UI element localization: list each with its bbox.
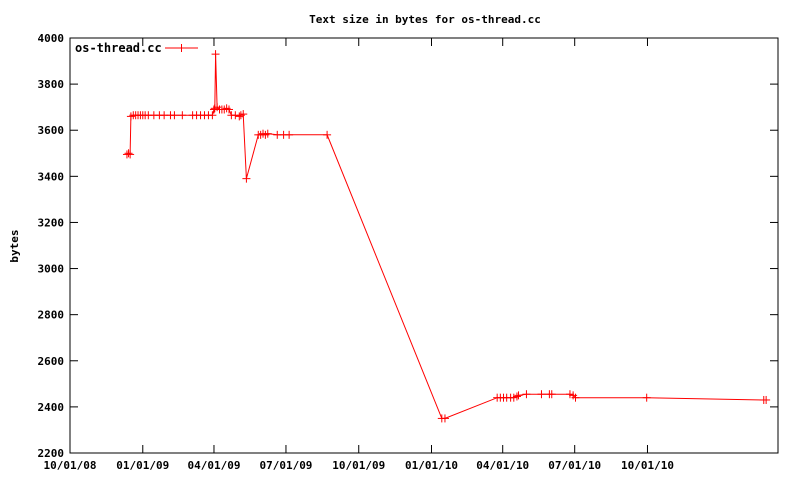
data-point — [178, 111, 187, 120]
data-point — [170, 111, 179, 120]
x-tick-label: 01/01/09 — [116, 459, 169, 472]
x-tick-label: 07/01/09 — [259, 459, 312, 472]
plot-frame — [69, 37, 779, 454]
data-point — [225, 105, 234, 114]
data-point — [512, 392, 521, 401]
y-tick-label: 3200 — [38, 216, 65, 229]
data-point — [547, 390, 556, 399]
y-tick-label: 2200 — [38, 447, 65, 460]
x-tick-label: 07/01/10 — [548, 459, 601, 472]
data-point — [571, 393, 580, 402]
x-tick-label: 10/01/08 — [44, 459, 97, 472]
y-tick-label: 3000 — [38, 263, 65, 276]
data-point — [239, 110, 248, 119]
data-point — [263, 129, 272, 138]
data-point — [208, 111, 217, 120]
data-point — [440, 414, 449, 423]
y-axis-label: bytes — [8, 229, 21, 262]
data-point — [242, 174, 251, 183]
y-tick-label: 2600 — [38, 355, 65, 368]
data-point — [537, 390, 546, 399]
x-tick-label: 10/01/10 — [621, 459, 674, 472]
data-point — [124, 149, 133, 158]
data-point — [285, 130, 294, 139]
x-tick-label: 10/01/09 — [332, 459, 385, 472]
series-layer — [122, 50, 771, 423]
y-tick-label: 4000 — [38, 32, 65, 45]
y-axis: 2200 2400 2600 2800 3000 3200 3400 3600 3800 4000 — [38, 32, 778, 460]
y-tick-label: 2400 — [38, 401, 65, 414]
data-point — [126, 150, 135, 159]
data-point — [514, 391, 523, 400]
data-point — [211, 50, 220, 59]
data-point — [522, 390, 531, 399]
legend: os-thread.cc — [75, 41, 198, 55]
x-tick-label: 04/01/09 — [187, 459, 240, 472]
x-tick-label: 01/01/10 — [405, 459, 458, 472]
x-tick-label: 04/01/10 — [476, 459, 529, 472]
chart-title: Text size in bytes for os-thread.cc — [309, 13, 541, 26]
y-tick-label: 3400 — [38, 170, 65, 183]
data-point — [642, 393, 651, 402]
legend-label: os-thread.cc — [75, 41, 162, 55]
y-tick-label: 2800 — [38, 309, 65, 322]
data-point — [323, 130, 332, 139]
y-tick-label: 3800 — [38, 78, 65, 91]
data-point — [762, 395, 771, 404]
x-axis: 10/01/08 01/01/09 04/01/09 07/01/09 10/01/09… — [44, 38, 674, 472]
y-tick-label: 3600 — [38, 124, 65, 137]
